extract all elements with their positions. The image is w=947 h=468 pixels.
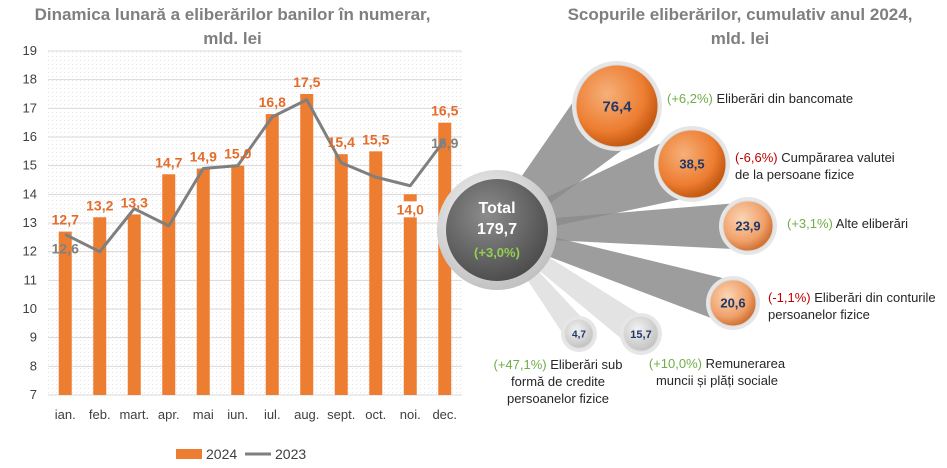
bar-2024 bbox=[334, 154, 348, 395]
legend-label-2023: 2023 bbox=[275, 446, 306, 462]
bar-2024 bbox=[369, 151, 383, 395]
legend-label-2024: 2024 bbox=[206, 446, 237, 462]
x-tick-label: mart. bbox=[119, 407, 149, 422]
bar-data-label: 15,0 bbox=[224, 146, 251, 162]
purpose-label: de la persoane fizice bbox=[735, 167, 854, 182]
purpose-bubble bbox=[709, 279, 757, 327]
x-tick-label: iul. bbox=[264, 407, 281, 422]
line-data-label: 12,6 bbox=[52, 240, 79, 256]
x-tick-label: noi. bbox=[400, 407, 421, 422]
y-tick-label: 14 bbox=[23, 186, 37, 201]
y-tick-label: 7 bbox=[30, 387, 37, 402]
monthly-cash-withdrawals-chart: 12,7 13,2 13,3 14,7 14,9 15,0 16,8 17,5 15,4 15,5… bbox=[23, 43, 462, 462]
x-tick-label: feb. bbox=[89, 407, 111, 422]
bubble-value: 15,7 bbox=[630, 329, 651, 341]
purpose-bubble bbox=[564, 319, 594, 349]
purpose-label: (-1,1%) Eliberări din conturile bbox=[768, 290, 936, 305]
legend-swatch-2024 bbox=[176, 449, 202, 459]
bubble-value: 76,4 bbox=[602, 98, 632, 115]
connector-ray bbox=[525, 247, 651, 348]
total-bubble bbox=[446, 179, 548, 281]
purpose-change: (+3,1%) bbox=[787, 216, 833, 231]
bar-data-label: 14,0 bbox=[397, 201, 424, 217]
bar-data-label: 17,5 bbox=[293, 74, 320, 90]
connector-ray bbox=[536, 202, 749, 250]
bar-data-label: 13,3 bbox=[121, 194, 148, 210]
purpose-change: (-1,1%) bbox=[768, 290, 811, 305]
total-change: (+3,0%) bbox=[474, 245, 520, 260]
bubble-chart-title: Scopurile eliberărilor, cumulativ anul 2… bbox=[567, 5, 913, 48]
y-tick-label: 11 bbox=[24, 272, 38, 287]
purpose-label: muncii și plăți sociale bbox=[656, 373, 778, 388]
purpose-bubble bbox=[623, 316, 659, 352]
purpose-bubble bbox=[575, 64, 659, 148]
y-tick-label: 10 bbox=[23, 301, 37, 316]
purpose-label: (+10,0%) Remunerarea bbox=[649, 356, 786, 371]
bubble-value: 4,7 bbox=[572, 330, 586, 341]
bar-2024 bbox=[127, 214, 141, 395]
purpose-change: (+47,1%) bbox=[494, 357, 547, 372]
purpose-label: (+3,1%) Alte eliberări bbox=[787, 216, 908, 231]
purpose-label: formă de credite bbox=[511, 374, 605, 389]
bar-2024 bbox=[231, 165, 245, 395]
y-tick-label: 16 bbox=[23, 129, 37, 144]
label-background bbox=[395, 201, 426, 218]
bar-2024 bbox=[300, 94, 314, 395]
purpose-label: persoanelor fizice bbox=[768, 307, 870, 322]
bar-data-label: 12,7 bbox=[52, 212, 79, 228]
bubble-value: 20,6 bbox=[720, 296, 745, 311]
bar-data-label: 15,5 bbox=[362, 131, 389, 147]
bar-data-label: 13,2 bbox=[86, 197, 113, 213]
bar-data-label: 16,5 bbox=[431, 103, 458, 119]
bar-2024 bbox=[162, 174, 176, 395]
bar-2024 bbox=[93, 217, 107, 395]
x-tick-label: apr. bbox=[158, 407, 180, 422]
bar-2024 bbox=[196, 168, 210, 395]
y-tick-label: 13 bbox=[23, 215, 37, 230]
y-tick-label: 9 bbox=[30, 330, 37, 345]
x-tick-label: aug. bbox=[294, 407, 319, 422]
bar-2024 bbox=[265, 114, 279, 396]
y-tick-label: 12 bbox=[23, 244, 37, 259]
purpose-label: (+6,2%) Eliberări din bancomate bbox=[667, 91, 853, 106]
purpose-bubble bbox=[722, 200, 774, 252]
bar-chart-title: Dinamica lunară a eliberărilor banilor î… bbox=[34, 5, 431, 48]
y-tick-label: 19 bbox=[23, 43, 37, 58]
x-tick-label: oct. bbox=[365, 407, 386, 422]
purpose-change: (+10,0%) bbox=[649, 356, 702, 371]
y-tick-label: 8 bbox=[30, 358, 37, 373]
line-data-label: 15,9 bbox=[431, 135, 458, 151]
bubble-value: 38,5 bbox=[679, 157, 704, 172]
connector-ray bbox=[532, 233, 740, 324]
y-tick-label: 17 bbox=[23, 100, 37, 115]
bar-data-label: 15,4 bbox=[328, 134, 355, 150]
total-label: Total bbox=[478, 200, 515, 217]
purpose-label: (-6,6%) Cumpărarea valutei bbox=[735, 150, 895, 165]
line-2023 bbox=[64, 98, 446, 254]
total-value: 179,7 bbox=[477, 221, 517, 238]
bubble-value: 23,9 bbox=[735, 219, 760, 234]
x-tick-label: dec. bbox=[432, 407, 457, 422]
purpose-label: persoanelor fizice bbox=[507, 391, 609, 406]
y-tick-label: 15 bbox=[23, 158, 37, 173]
bar-2024 bbox=[403, 194, 417, 395]
purpose-change: (+6,2%) bbox=[667, 91, 713, 106]
purpose-label: (+47,1%) Eliberări sub bbox=[494, 357, 623, 372]
purpose-change: (-6,6%) bbox=[735, 150, 778, 165]
bar-2024 bbox=[58, 231, 72, 395]
x-tick-label: iun. bbox=[227, 407, 248, 422]
bar-data-label: 14,7 bbox=[155, 154, 182, 170]
bar-data-label: 16,8 bbox=[259, 94, 286, 110]
x-tick-label: ian. bbox=[55, 407, 76, 422]
bar-data-label: 14,9 bbox=[190, 149, 217, 165]
y-tick-label: 18 bbox=[23, 72, 37, 87]
purpose-bubble bbox=[657, 129, 727, 199]
x-tick-label: mai bbox=[193, 407, 214, 422]
x-tick-label: sept. bbox=[327, 407, 355, 422]
